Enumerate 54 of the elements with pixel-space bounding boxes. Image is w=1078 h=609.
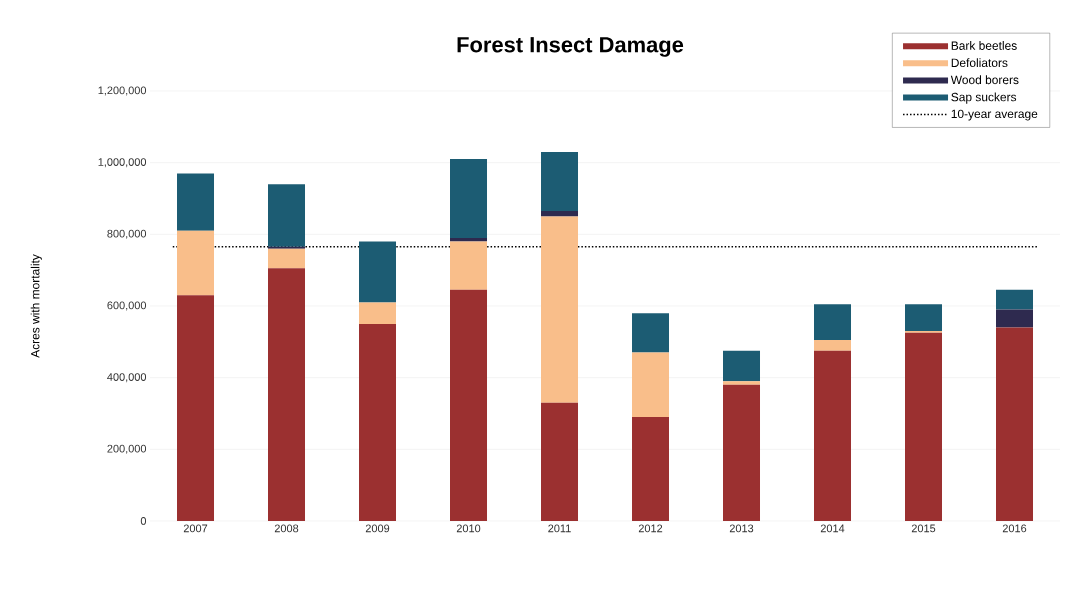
bar [177, 295, 215, 521]
x-tick-label: 2011 [548, 524, 571, 533]
y-tick-label: 0 [140, 517, 147, 525]
bar [541, 211, 579, 217]
bar [723, 350, 761, 382]
bar [632, 417, 670, 521]
bar [723, 384, 761, 521]
bar [814, 304, 852, 341]
x-tick-label: 2008 [274, 524, 299, 533]
x-tick-label: 2016 [1002, 524, 1027, 533]
legend-label: Wood borers [950, 75, 1019, 85]
y-tick-label: 800,000 [107, 229, 147, 239]
legend-label: Bark beetles [951, 41, 1017, 50]
bar [359, 302, 397, 324]
bar [359, 241, 397, 303]
y-axis-title: Acres with mortality [30, 254, 42, 358]
y-tick-label: 200,000 [107, 444, 147, 454]
bar [996, 289, 1033, 310]
bar [450, 289, 488, 521]
bar [632, 352, 670, 418]
bar [177, 230, 215, 296]
x-tick-label: 2007 [183, 524, 208, 533]
bar [632, 313, 670, 353]
legend-label: Sap suckers [951, 92, 1017, 104]
x-tick-label: 2009 [365, 524, 390, 533]
bar [177, 173, 215, 231]
y-tick-label: 400,000 [107, 373, 147, 383]
bar [541, 402, 579, 521]
bar [723, 381, 761, 385]
bar [541, 151, 579, 212]
chart-title: Forest Insect Damage [457, 37, 684, 57]
bar [905, 332, 943, 521]
bar [996, 327, 1033, 521]
x-tick-label: 2015 [911, 524, 936, 533]
x-tick-label: 2014 [820, 524, 845, 533]
legend-label: Defoliators [951, 58, 1008, 68]
bar [996, 309, 1033, 328]
y-tick-label: 600,000 [107, 301, 147, 311]
y-tick-label: 1,000,000 [98, 158, 147, 168]
bar [450, 241, 488, 290]
bar [814, 340, 852, 351]
bar [541, 216, 579, 403]
legend-label: 10-year average [951, 109, 1038, 121]
bar [359, 323, 397, 521]
x-tick-label: 2010 [456, 524, 481, 533]
x-tick-label: 2013 [729, 524, 754, 533]
x-tick-label: 2012 [638, 524, 663, 533]
bar [905, 304, 943, 332]
bar [268, 268, 306, 521]
bar [268, 184, 306, 247]
bar [268, 248, 306, 269]
bar [450, 159, 488, 238]
y-tick-label: 1,200,000 [98, 86, 147, 96]
bar [814, 350, 852, 521]
